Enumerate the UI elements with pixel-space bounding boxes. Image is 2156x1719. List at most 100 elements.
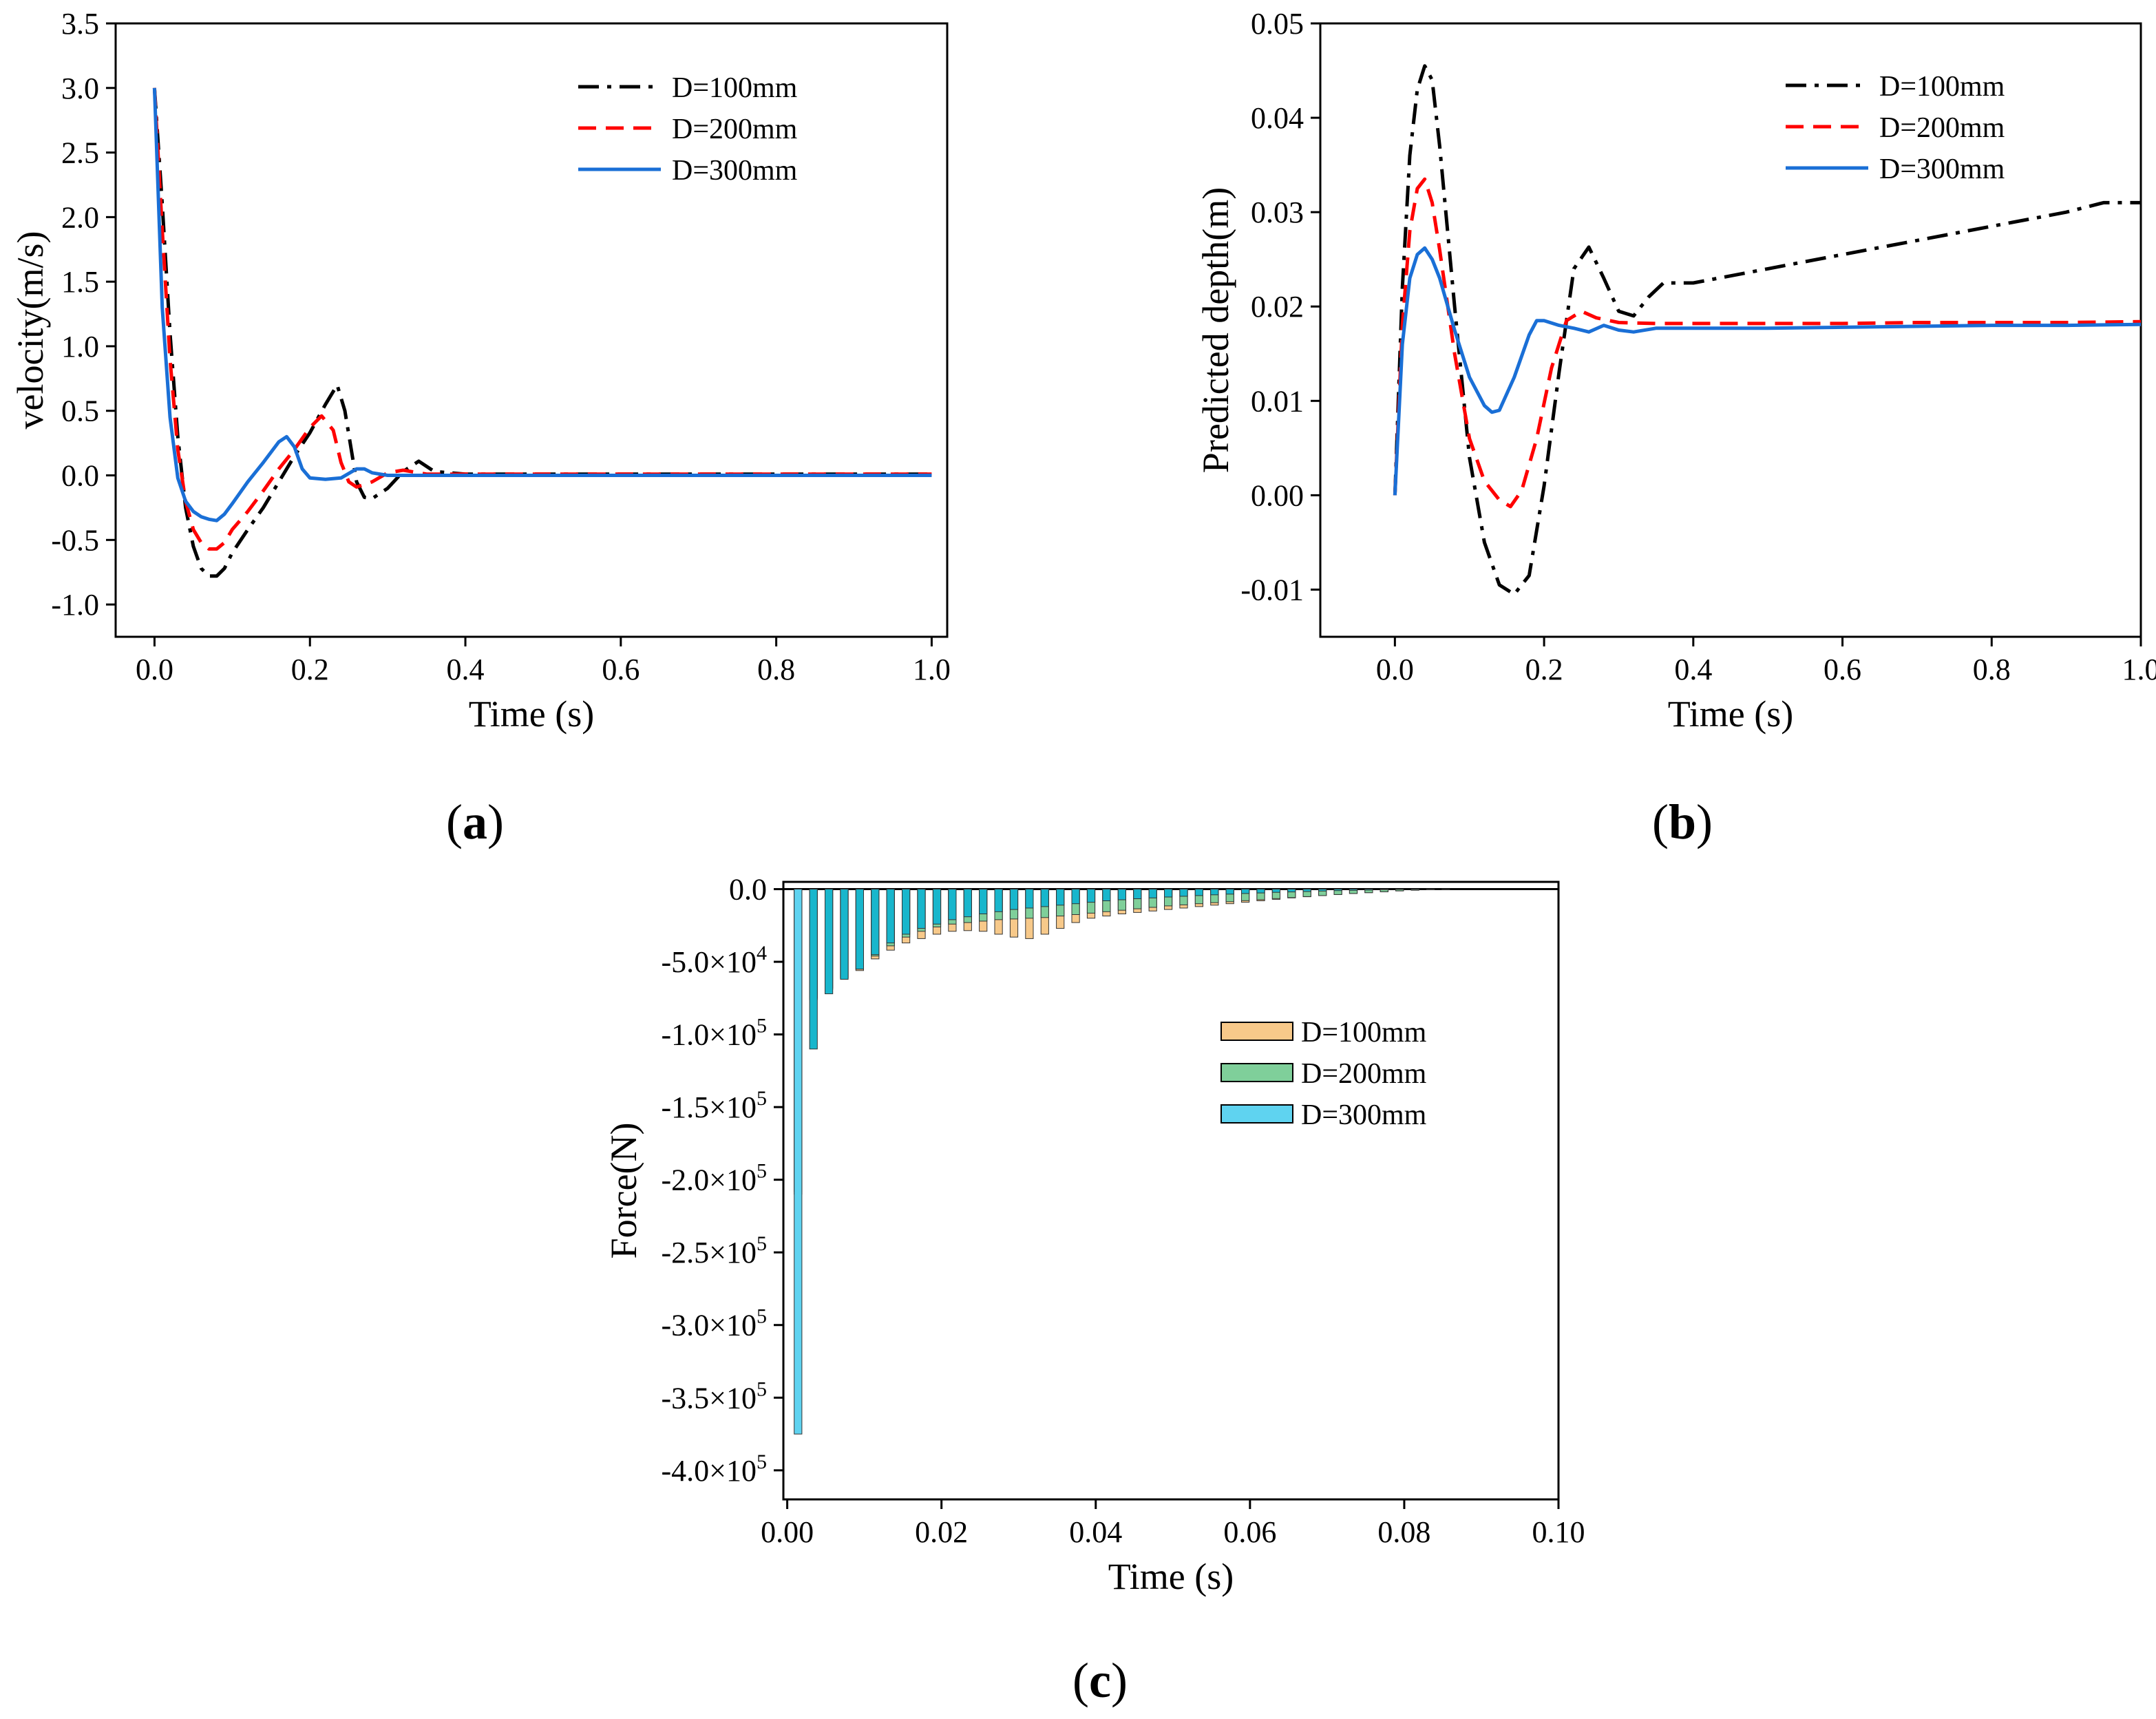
legend-label: D=200mm <box>1301 1058 1427 1090</box>
y-tick-label: 1.5 <box>61 265 99 299</box>
legend-label: D=200mm <box>672 114 798 145</box>
x-tick-label: 0.2 <box>291 653 329 686</box>
bar-d-300mm <box>902 889 911 935</box>
legend-label: D=100mm <box>672 72 798 104</box>
bar-d-300mm <box>886 889 895 944</box>
bar-d-300mm <box>1148 889 1157 898</box>
series-line-d-300mm <box>1393 246 2141 496</box>
y-tick-label: 0.05 <box>1251 7 1304 41</box>
x-tick-label: 0.6 <box>1824 653 1861 686</box>
bar-d-300mm <box>1225 889 1234 895</box>
y-tick-label: 0.01 <box>1251 384 1304 418</box>
bar-d-300mm <box>1241 889 1250 894</box>
x-tick-label: 0.2 <box>1525 653 1563 686</box>
y-tick-label: -1.0 <box>51 588 99 622</box>
plot-frame <box>114 22 949 638</box>
bar-d-300mm <box>1271 889 1281 893</box>
y-tick-label: 1.0 <box>61 330 99 363</box>
y-tick-label: -0.01 <box>1240 573 1304 607</box>
bar-d-300mm <box>871 889 880 956</box>
x-tick-label: 0.0 <box>1376 653 1414 686</box>
bar-d-300mm <box>1287 889 1296 893</box>
x-tick-label: 1.0 <box>913 653 951 686</box>
series-line-d-200mm <box>1393 177 2141 509</box>
series-line-d-200mm <box>152 87 932 551</box>
bar-d-300mm <box>1025 889 1034 909</box>
x-tick-label: 0.00 <box>761 1515 814 1549</box>
legend-label: D=100mm <box>1879 71 2005 103</box>
y-tick-label: -1.0×105 <box>662 1015 767 1052</box>
bar-d-300mm <box>1009 889 1019 910</box>
bar-d-300mm <box>1133 889 1142 899</box>
plot-frame <box>1319 22 2142 638</box>
y-tick-label: 0.0 <box>729 873 767 907</box>
bar-d-300mm <box>1056 889 1065 906</box>
y-tick-label: 0.0 <box>61 459 99 493</box>
bar-d-300mm <box>1071 889 1080 905</box>
plot-frame <box>782 880 1560 1501</box>
bar-d-300mm <box>1380 889 1388 890</box>
bar-d-300mm <box>994 889 1003 912</box>
x-tick-label: 0.04 <box>1069 1515 1122 1549</box>
y-tick-label: -4.0×105 <box>662 1451 767 1488</box>
bar-d-300mm <box>794 889 803 1435</box>
bar-d-300mm <box>1318 889 1327 892</box>
y-tick-label: 0.5 <box>61 394 99 428</box>
panel-label-c: (c) <box>1072 1653 1128 1708</box>
legend-swatch <box>1220 1063 1293 1082</box>
legend-label: D=100mm <box>1301 1017 1427 1048</box>
legend-label: D=200mm <box>1879 112 2005 144</box>
x-tick-label: 1.0 <box>2122 653 2156 686</box>
bar-d-300mm <box>1302 889 1311 892</box>
y-axis-title: velocity(m/s) <box>10 231 51 430</box>
legend-label: D=300mm <box>1879 154 2005 185</box>
y-tick-label: 2.0 <box>61 200 99 234</box>
bar-d-300mm <box>1349 889 1358 891</box>
bar-d-300mm <box>1086 889 1096 903</box>
x-tick-label: 0.02 <box>915 1515 968 1549</box>
x-tick-label: 0.4 <box>447 653 485 686</box>
bar-d-300mm <box>1395 889 1404 890</box>
y-tick-label: -1.5×105 <box>662 1087 767 1124</box>
bar-d-300mm <box>1333 889 1342 892</box>
y-tick-label: -2.0×105 <box>662 1160 767 1197</box>
bar-d-300mm <box>1102 889 1111 901</box>
y-tick-label: 3.5 <box>61 7 99 41</box>
y-axis-title: Predicted depth(m) <box>1195 187 1236 473</box>
y-tick-label: 0.03 <box>1251 196 1304 229</box>
bar-d-300mm <box>917 889 926 929</box>
series-line-d-100mm <box>152 87 932 578</box>
bar-d-300mm <box>840 889 849 980</box>
bar-d-300mm <box>963 889 972 918</box>
x-tick-label: 0.06 <box>1223 1515 1276 1549</box>
bar-d-300mm <box>948 889 957 920</box>
bar-d-300mm <box>1040 889 1049 907</box>
bar-d-300mm <box>1179 889 1188 897</box>
bar-d-300mm <box>809 889 818 1050</box>
y-tick-label: -0.5 <box>51 523 99 557</box>
panel-b-predicted-depth-chart: 0.0 0.2 0.4 0.6 0.8 1.0 -0.01 0.00 0.01 0.02 0.03 0… <box>1195 7 2156 735</box>
x-tick-label: 0.6 <box>602 653 640 686</box>
y-tick-label: -2.5×105 <box>662 1232 767 1269</box>
x-tick-label: 0.8 <box>757 653 795 686</box>
panel-label-b: (b) <box>1652 794 1713 850</box>
legend-label: D=300mm <box>1301 1099 1427 1131</box>
x-tick-label: 0.10 <box>1532 1515 1585 1549</box>
x-tick-label: 0.08 <box>1377 1515 1430 1549</box>
y-tick-label: 0.04 <box>1251 101 1304 135</box>
panel-label-a: (a) <box>446 794 504 850</box>
legend-swatch <box>1220 1022 1293 1041</box>
bar-d-300mm <box>1117 889 1127 900</box>
y-axis-title: Force(N) <box>603 1123 644 1259</box>
x-axis-title: Time (s) <box>1108 1556 1234 1597</box>
bar-d-300mm <box>932 889 942 925</box>
bar-d-300mm <box>855 889 865 970</box>
legend-swatch <box>1220 1104 1293 1124</box>
y-tick-label: -3.5×105 <box>662 1378 767 1415</box>
bar-d-300mm <box>979 889 988 914</box>
y-tick-label: -3.0×105 <box>662 1305 767 1342</box>
legend-label: D=300mm <box>672 155 798 187</box>
y-tick-label: 3.0 <box>61 72 99 105</box>
y-tick-label: -5.0×104 <box>662 942 767 979</box>
